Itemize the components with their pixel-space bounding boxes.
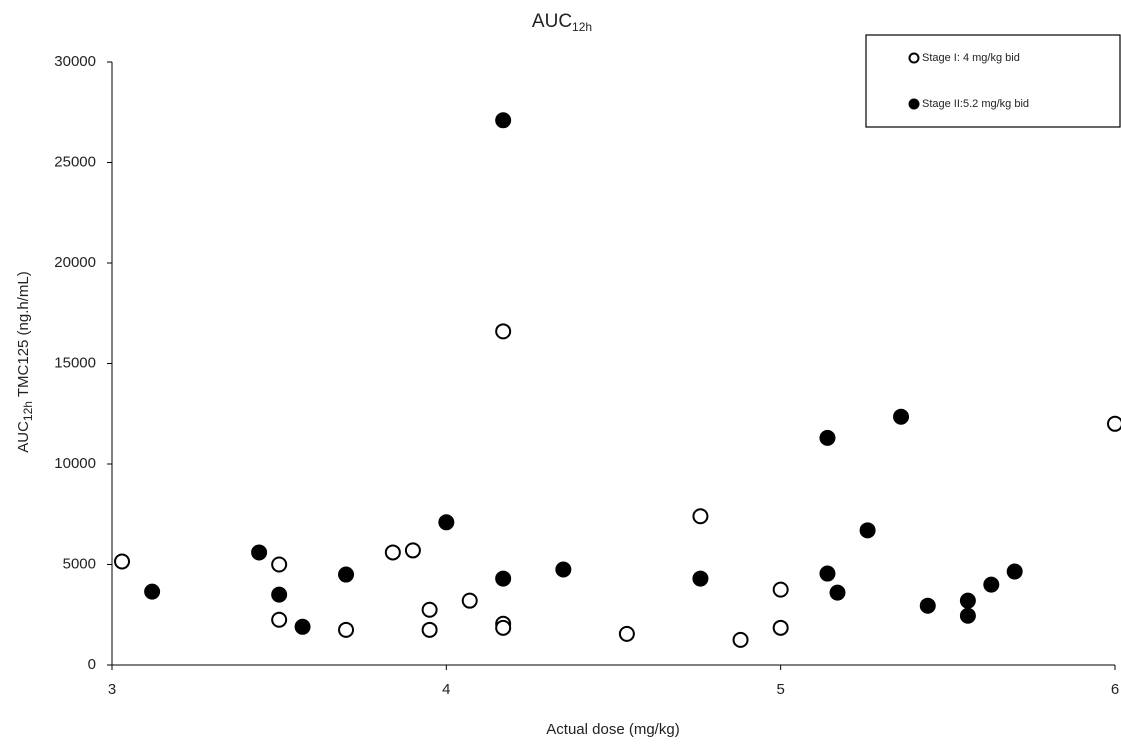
data-point — [271, 611, 288, 628]
data-point — [732, 631, 749, 648]
data-point — [271, 586, 288, 603]
data-point — [251, 544, 268, 561]
legend-label: Stage II:5.2 mg/kg bid — [922, 98, 1029, 110]
data-point — [495, 619, 512, 636]
data-point — [859, 522, 876, 539]
data-point — [772, 619, 789, 636]
data-point — [421, 601, 438, 618]
data-point — [1107, 415, 1121, 432]
y-tick-label: 15000 — [54, 354, 96, 371]
data-point — [338, 566, 355, 583]
data-point — [819, 429, 836, 446]
data-point — [495, 323, 512, 340]
data-point — [893, 408, 910, 425]
data-point — [495, 570, 512, 587]
title-subscript: 12h — [572, 20, 592, 34]
data-point — [618, 625, 635, 642]
x-tick-label: 5 — [776, 681, 784, 698]
data-point — [271, 556, 288, 573]
y-axis-label: AUC12h TMC125 (ng.h/mL) — [15, 271, 35, 452]
data-point — [692, 508, 709, 525]
y-tick-label: 30000 — [54, 53, 96, 70]
data-point — [1006, 563, 1023, 580]
x-tick-label: 6 — [1111, 681, 1119, 698]
data-point — [983, 576, 1000, 593]
data-point — [384, 544, 401, 561]
data-point — [114, 553, 131, 570]
data-point — [294, 618, 311, 635]
y-label-main: AUC — [15, 421, 32, 453]
x-axis-label: Actual dose (mg/kg) — [546, 721, 679, 738]
legend-box — [865, 34, 1121, 128]
y-tick-label: 10000 — [54, 455, 96, 472]
x-tick-label: 4 — [442, 681, 450, 698]
data-point — [555, 561, 572, 578]
y-tick-label: 5000 — [63, 555, 96, 572]
chart-title: AUC12h — [532, 11, 592, 34]
data-point — [421, 621, 438, 638]
legend-marker — [908, 52, 920, 64]
y-tick-label: 25000 — [54, 153, 96, 170]
legend-label: Stage I: 4 mg/kg bid — [922, 52, 1020, 64]
data-point — [495, 112, 512, 129]
data-point — [438, 514, 455, 531]
title-main: AUC — [532, 11, 572, 32]
data-point — [959, 607, 976, 624]
data-point — [819, 565, 836, 582]
data-point — [692, 570, 709, 587]
data-point — [461, 592, 478, 609]
y-label-rest: TMC125 (ng.h/mL) — [15, 271, 32, 401]
data-point — [829, 584, 846, 601]
data-point — [919, 597, 936, 614]
y-tick-label: 0 — [88, 656, 96, 673]
y-tick-label: 20000 — [54, 254, 96, 271]
y-label-subscript: 12h — [21, 401, 35, 421]
data-point — [144, 583, 161, 600]
data-point — [772, 581, 789, 598]
legend-marker — [908, 98, 920, 110]
x-tick-label: 3 — [108, 681, 116, 698]
data-point — [404, 542, 421, 559]
data-point — [338, 621, 355, 638]
data-point — [959, 592, 976, 609]
